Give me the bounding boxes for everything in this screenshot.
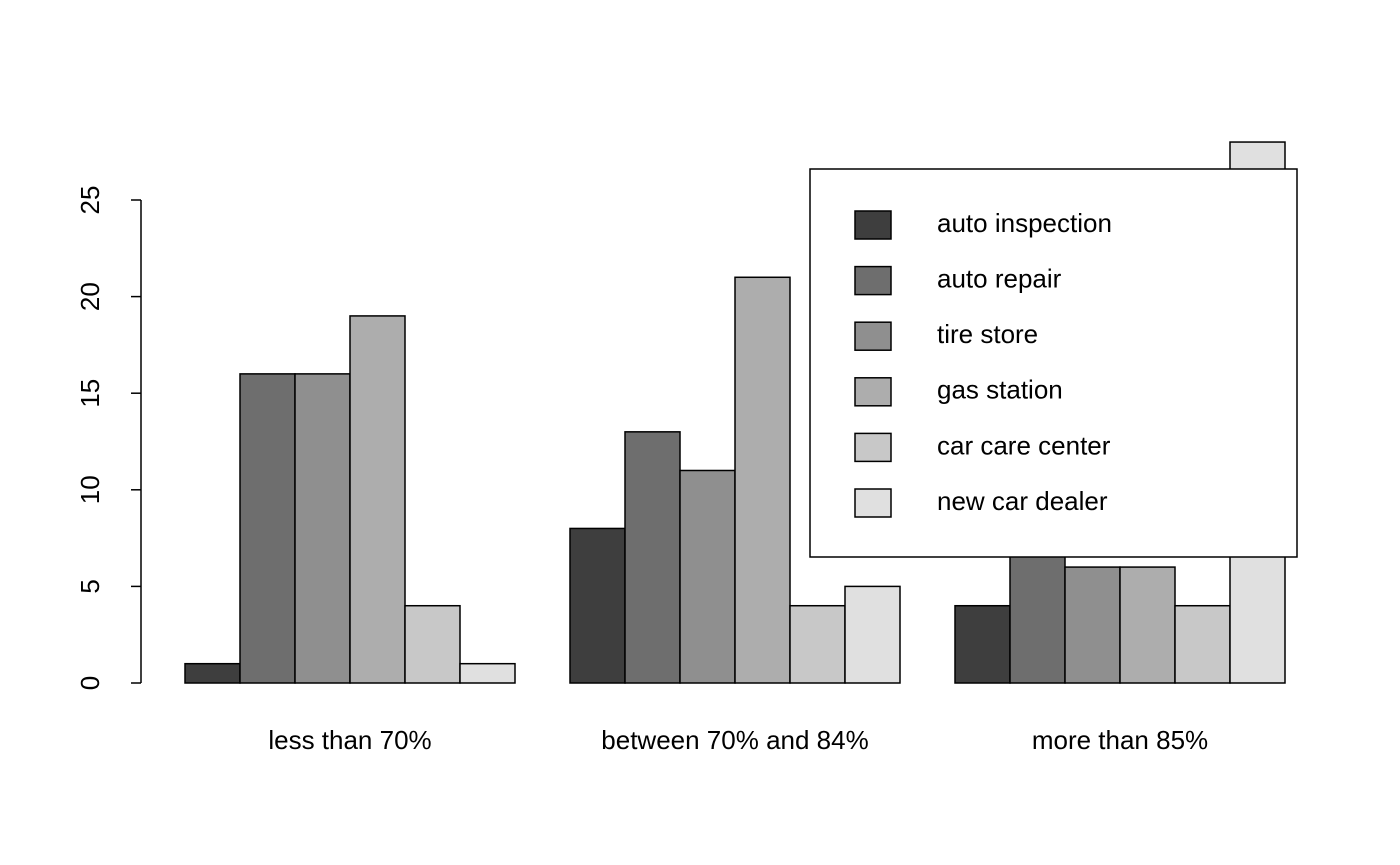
legend-label: new car dealer xyxy=(937,486,1108,516)
bar xyxy=(1009,547,1066,684)
legend-swatch xyxy=(854,488,892,518)
x-tick-label: more than 85% xyxy=(1032,725,1208,755)
bar xyxy=(1064,566,1121,684)
legend-swatch xyxy=(854,321,892,351)
legend-label: gas station xyxy=(937,375,1063,405)
y-tick-label: 5 xyxy=(75,579,105,593)
bar xyxy=(954,604,1011,684)
y-tick-label: 0 xyxy=(75,676,105,690)
bar xyxy=(1119,566,1176,684)
legend-label: tire store xyxy=(937,319,1038,349)
bar xyxy=(569,527,626,684)
legend-swatch xyxy=(854,210,892,240)
legend-label: auto repair xyxy=(937,263,1062,293)
bar xyxy=(184,662,241,684)
bar xyxy=(844,585,901,684)
bar xyxy=(404,604,461,684)
legend-swatch xyxy=(854,265,892,296)
bar xyxy=(294,373,351,684)
y-tick-label: 15 xyxy=(75,379,105,408)
bar xyxy=(679,469,736,684)
bar xyxy=(349,315,406,684)
y-tick-label: 20 xyxy=(75,282,105,311)
legend-swatch xyxy=(854,432,892,463)
legend-label: car care center xyxy=(937,430,1111,460)
y-tick-label: 25 xyxy=(75,186,105,215)
x-tick-label: less than 70% xyxy=(268,725,431,755)
bar xyxy=(1174,604,1231,684)
bar xyxy=(459,662,516,684)
y-tick-label: 10 xyxy=(75,475,105,504)
bar xyxy=(734,276,791,684)
bar xyxy=(789,604,846,684)
bar xyxy=(624,431,681,684)
bar xyxy=(239,373,296,684)
legend-swatch xyxy=(854,377,892,407)
x-tick-label: between 70% and 84% xyxy=(601,725,868,755)
legend-label: auto inspection xyxy=(937,208,1112,238)
